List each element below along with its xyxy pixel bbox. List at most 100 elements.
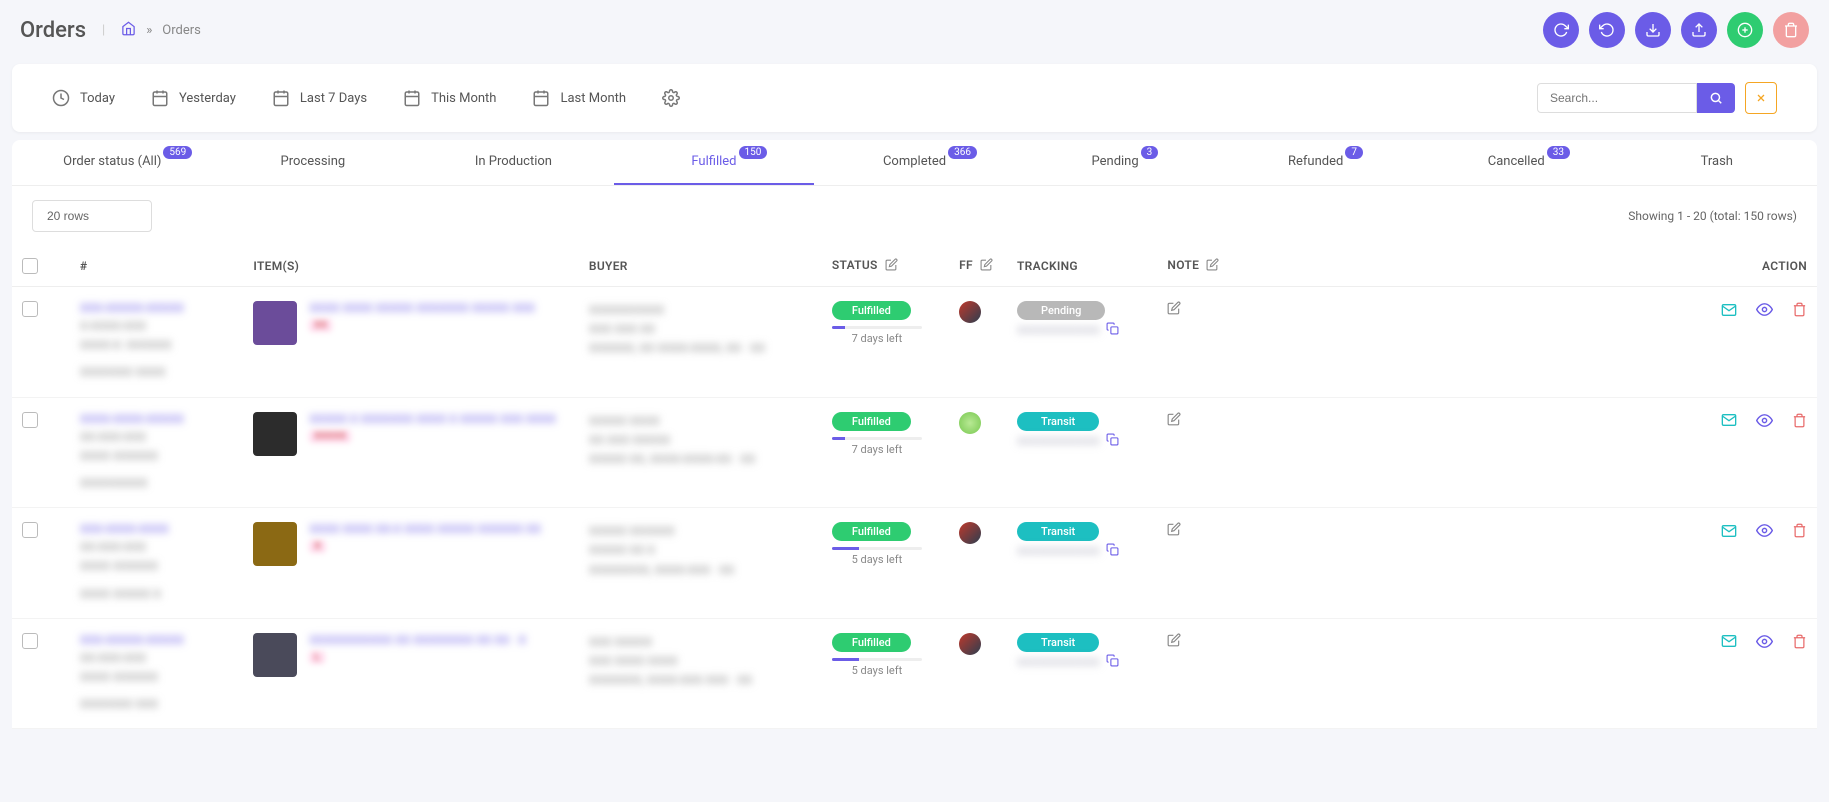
delete-action-icon[interactable] — [1792, 634, 1807, 649]
col-note: NOTE — [1157, 246, 1655, 287]
item-title-link[interactable]: XXXX XXXX XX-X XXXX XXXXX XXXXXX XX — [309, 522, 541, 536]
buyer-address: XXXXXXX, XXXX-XXX XXX · XX — [589, 671, 812, 690]
view-action-icon[interactable] — [1756, 633, 1773, 650]
col-action: ACTION — [1655, 246, 1817, 287]
status-badge: Fulfilled — [832, 633, 911, 652]
order-meta: XX-XXX-XXX — [80, 538, 234, 557]
search-button[interactable] — [1697, 83, 1735, 113]
row-checkbox[interactable] — [22, 522, 38, 538]
filter-bar: Today Yesterday Last 7 Days This Month Last … — [12, 64, 1817, 132]
table-row: XXX-XXXXX-XXXXX XX-XXX-XXX XXXX XXXXXX X… — [12, 618, 1817, 729]
edit-note-icon[interactable] — [1167, 636, 1181, 651]
email-action-icon[interactable] — [1721, 633, 1737, 649]
email-action-icon[interactable] — [1721, 412, 1737, 428]
order-id-link[interactable]: XXXX-XXXX-XXXXX — [80, 412, 234, 426]
copy-tracking-icon[interactable] — [1106, 433, 1119, 446]
fulfillment-icon[interactable] — [959, 412, 981, 434]
refresh-1-button[interactable] — [1543, 12, 1579, 48]
upload-button[interactable] — [1681, 12, 1717, 48]
fulfillment-icon[interactable] — [959, 633, 981, 655]
copy-tracking-icon[interactable] — [1106, 654, 1119, 667]
delete-action-icon[interactable] — [1792, 413, 1807, 428]
rows-per-page-select[interactable]: 20 rows — [32, 200, 152, 232]
copy-tracking-icon[interactable] — [1106, 543, 1119, 556]
tab-cancelled[interactable]: Cancelled33 — [1416, 140, 1617, 185]
search-group — [1537, 82, 1777, 114]
view-action-icon[interactable] — [1756, 412, 1773, 429]
order-meta: XXXXXXX XXXX — [80, 363, 234, 382]
date-filter-today[interactable]: Today — [52, 89, 115, 107]
email-action-icon[interactable] — [1721, 523, 1737, 539]
tab-refunded[interactable]: Refunded7 — [1215, 140, 1416, 185]
date-filter-last-month[interactable]: Last Month — [532, 89, 626, 107]
clear-search-button[interactable] — [1745, 82, 1777, 114]
page-header: Orders | » Orders — [0, 0, 1829, 56]
edit-note-icon[interactable] — [1167, 415, 1181, 430]
order-id-link[interactable]: XXX-XXXXX-XXXXX — [80, 301, 234, 315]
progress-bar — [832, 658, 922, 661]
tab-badge: 3 — [1141, 146, 1159, 159]
edit-note-icon[interactable] — [1167, 304, 1181, 319]
tab-pending[interactable]: Pending3 — [1015, 140, 1216, 185]
copy-tracking-icon[interactable] — [1106, 322, 1119, 335]
row-checkbox[interactable] — [22, 633, 38, 649]
edit-note-icon[interactable] — [1167, 525, 1181, 540]
view-action-icon[interactable] — [1756, 301, 1773, 318]
buyer-name: XXXXX XXXXXX — [589, 522, 812, 541]
order-id-link[interactable]: XXX-XXXX-XXXX — [80, 522, 234, 536]
order-meta: XXXX XXXXXX — [80, 447, 234, 466]
item-variant-tag: XXXXX — [309, 430, 350, 443]
row-checkbox[interactable] — [22, 412, 38, 428]
tab-fulfilled[interactable]: Fulfilled150 — [614, 140, 815, 185]
item-thumbnail[interactable] — [253, 412, 297, 456]
date-filter-this-month[interactable]: This Month — [403, 89, 496, 107]
date-filter-yesterday[interactable]: Yesterday — [151, 89, 236, 107]
add-button[interactable] — [1727, 12, 1763, 48]
delete-action-icon[interactable] — [1792, 523, 1807, 538]
select-all-checkbox[interactable] — [22, 258, 38, 274]
tab-processing[interactable]: Processing — [213, 140, 414, 185]
order-meta: XX-XXX-XXX — [80, 649, 234, 668]
item-thumbnail[interactable] — [253, 633, 297, 677]
tracking-number: XXXXXXXXXXXX — [1017, 324, 1100, 337]
item-title-link[interactable]: XXXXXXXXXXX XX XXXXXXXX XX XX · X — [309, 633, 526, 647]
email-action-icon[interactable] — [1721, 302, 1737, 318]
order-meta: XX-XXX-XXX — [80, 428, 234, 447]
tab-completed[interactable]: Completed366 — [814, 140, 1015, 185]
header-left: Orders | » Orders — [20, 18, 201, 43]
item-thumbnail[interactable] — [253, 301, 297, 345]
tab-badge: 7 — [1345, 146, 1363, 159]
order-id-link[interactable]: XXX-XXXXX-XXXXX — [80, 633, 234, 647]
edit-status-icon[interactable] — [885, 260, 898, 274]
date-filter-last-7-days[interactable]: Last 7 Days — [272, 89, 367, 107]
download-button[interactable] — [1635, 12, 1671, 48]
buyer-address: XXX XXXX XXXX — [589, 652, 812, 671]
delete-button[interactable] — [1773, 12, 1809, 48]
page-title: Orders — [20, 18, 86, 43]
view-action-icon[interactable] — [1756, 522, 1773, 539]
home-icon[interactable] — [121, 21, 136, 40]
item-title-link[interactable]: XXXX XXXX XXXXX XXXXXXX XXXXX XXX — [309, 301, 535, 315]
item-thumbnail[interactable] — [253, 522, 297, 566]
filter-settings-button[interactable] — [662, 89, 680, 107]
breadcrumb-current: Orders — [162, 23, 201, 38]
days-left-text: 5 days left — [832, 553, 922, 566]
buyer-address: XXXXXXXX, XXXX-XXX · XX — [589, 561, 812, 580]
fulfillment-icon[interactable] — [959, 522, 981, 544]
header-actions — [1543, 12, 1809, 48]
order-meta: XXXX XXXXXX — [80, 668, 234, 687]
item-title-link[interactable]: XXXXX X XXXXXXX XXXX X XXXXX XXX XXXX — [309, 412, 556, 426]
fulfillment-icon[interactable] — [959, 301, 981, 323]
tab-order-status-all-[interactable]: Order status (All)569 — [12, 140, 213, 185]
edit-ff-icon[interactable] — [980, 260, 993, 274]
tab-in-production[interactable]: In Production — [413, 140, 614, 185]
tab-trash[interactable]: Trash — [1617, 140, 1818, 185]
refresh-2-button[interactable] — [1589, 12, 1625, 48]
row-checkbox[interactable] — [22, 301, 38, 317]
col-tracking: TRACKING — [1007, 246, 1157, 287]
search-input[interactable] — [1537, 83, 1697, 113]
delete-action-icon[interactable] — [1792, 302, 1807, 317]
buyer-name: XXXXXXXXXX — [589, 301, 812, 320]
progress-bar — [832, 547, 922, 550]
edit-note-icon[interactable] — [1206, 260, 1219, 274]
